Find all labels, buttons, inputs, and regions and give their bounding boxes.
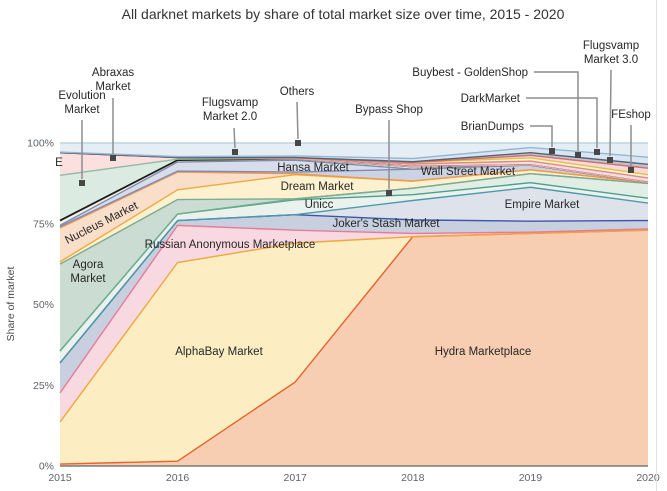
callout-marker-flugsvamp-market-2-0: [232, 149, 238, 155]
area-edge-nucleus-market: [59, 169, 649, 229]
callout-line-briandumps: [530, 125, 553, 147]
area-label-russian-anonymous-marketplace: Russian Anonymous Marketplace: [145, 239, 316, 251]
callout-marker-flugsvamp-market-3-0: [607, 157, 613, 163]
plot-area: 0% 25% 50% 75% 100% 2015 2016 2017 2018 2019 2020 A…: [27, 0, 660, 491]
callout-label-flugsvamp-market-2-0: Flugsvamp Market 2.0: [202, 97, 258, 123]
callout-label-flugsvamp-market-3-0: Flugsvamp Market 3.0: [583, 40, 639, 66]
callout-marker-evolution-market: [79, 180, 85, 186]
area-label-dream-market: Dream Market: [281, 181, 355, 193]
x-tick-2016: 2016: [166, 472, 190, 484]
y-tick-25%: 25%: [33, 380, 54, 392]
callout-line-darkmarket: [526, 97, 598, 148]
x-tick-2019: 2019: [519, 472, 543, 484]
area-feshop[interactable]: [60, 147, 648, 165]
callout-label-bypass-shop: Bypass Shop: [355, 104, 423, 116]
callout-line-others: [296, 101, 299, 140]
callout-marker-others: [295, 140, 301, 146]
area-label-agora-market: Agora Market: [70, 259, 106, 285]
callout-line-buybest-goldenshop: [534, 71, 579, 151]
area-empire-market[interactable]: [60, 187, 648, 363]
area-dream-market[interactable]: [60, 169, 648, 265]
y-tick-0%: 0%: [39, 461, 54, 473]
callout-label-briandumps: BrianDumps: [461, 121, 525, 133]
chart-title: All darknet markets by share of total ma…: [122, 6, 565, 22]
x-tick-2015: 2015: [48, 472, 72, 484]
area-label-hydra-marketplace: Hydra Marketplace: [435, 346, 532, 358]
callout-label-buybest-goldenshop: Buybest - GoldenShop: [412, 67, 528, 79]
callout-label-abraxas-market: Abraxas Market: [92, 67, 134, 93]
area-edge-empire-market: [59, 186, 649, 364]
x-tick-2020: 2020: [636, 472, 660, 484]
callout-line-flugsvamp-market-2-0: [233, 127, 236, 149]
area-label-hansa-market: Hansa Market: [277, 162, 349, 174]
area-others[interactable]: [60, 143, 648, 159]
y-tick-100%: 100%: [27, 138, 54, 150]
callout-label-others: Others: [280, 86, 315, 98]
x-tick-2017: 2017: [284, 472, 308, 484]
area-label-joker-s-stash-market: Joker's Stash Market: [332, 218, 440, 230]
area-edge-agora-market: [59, 172, 649, 265]
callout-marker-abraxas-market: [110, 155, 116, 161]
callout-marker-buybest-goldenshop: [575, 152, 581, 158]
callout-label-darkmarket: DarkMarket: [461, 93, 521, 105]
area-label-unicc: Unicc: [305, 199, 334, 211]
callout-marker-bypass-shop: [386, 190, 392, 196]
area-label-alphabay-market: AlphaBay Market: [175, 346, 263, 358]
callout-label-feshop: FEshop: [611, 109, 651, 121]
callout-marker-briandumps: [549, 148, 555, 154]
area-alphabay-market[interactable]: [60, 230, 648, 465]
area-label-wall-street-market: Wall Street Market: [421, 166, 516, 178]
y-tick-50%: 50%: [33, 299, 54, 311]
callout-marker-darkmarket: [594, 149, 600, 155]
callout-label-evolution-market: Evolution Market: [58, 90, 105, 116]
area-darkmarket[interactable]: [60, 152, 648, 175]
area-edge-russian-anonymous-marketplace: [59, 224, 649, 394]
area-label-empire-market: Empire Market: [505, 199, 581, 211]
callout-line-flugsvamp-market-3-0: [609, 69, 612, 157]
area-edge-flugsvamp-market-3-0: [59, 151, 649, 166]
y-axis-title: Share of market: [5, 267, 17, 342]
callout-marker-feshop: [628, 167, 634, 173]
area-hydra-marketplace[interactable]: [60, 230, 648, 466]
area-edge-alphabay-market: [59, 229, 649, 423]
area-label-e: E: [55, 157, 63, 169]
x-tick-2018: 2018: [401, 472, 425, 484]
y-tick-75%: 75%: [33, 218, 54, 230]
